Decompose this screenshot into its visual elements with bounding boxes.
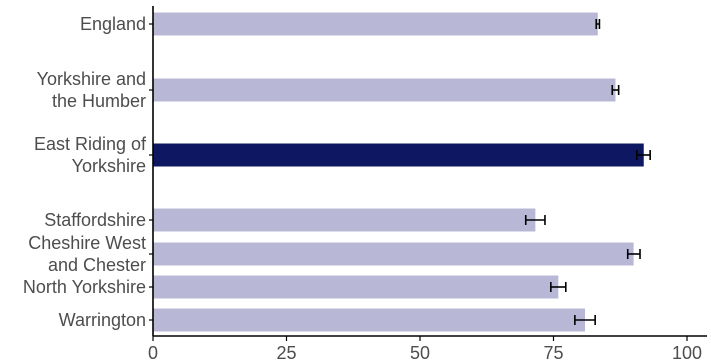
error-bars-group — [524, 19, 651, 325]
category-label: Yorkshire — [72, 156, 146, 176]
category-label: Staffordshire — [44, 210, 146, 230]
x-ticks-group: 0 25 50 75 100 — [148, 336, 702, 362]
bar — [153, 208, 536, 232]
category-label: and Chester — [48, 255, 146, 275]
axes-group — [149, 6, 707, 337]
bar — [153, 78, 616, 102]
category-label: East Riding of — [34, 134, 147, 154]
category-label: England — [80, 14, 146, 34]
category-label: the Humber — [52, 91, 146, 111]
x-tick-label: 50 — [410, 343, 430, 362]
error-bar — [595, 19, 601, 29]
x-tick-label: 75 — [543, 343, 563, 362]
bar — [153, 143, 644, 167]
x-tick-label: 0 — [148, 343, 158, 362]
bar — [153, 12, 598, 36]
error-bar — [574, 315, 596, 325]
error-bar — [550, 282, 567, 292]
bar — [153, 242, 634, 266]
x-tick-label: 100 — [672, 343, 702, 362]
category-label: Warrington — [59, 310, 146, 330]
error-bar — [636, 150, 651, 160]
category-label: Cheshire West — [28, 233, 146, 253]
error-bar — [626, 249, 641, 259]
bar — [153, 308, 586, 332]
category-label: North Yorkshire — [23, 277, 146, 297]
category-label: Yorkshire and — [37, 69, 146, 89]
bar — [153, 275, 559, 299]
error-bar — [524, 215, 546, 225]
x-tick-label: 25 — [276, 343, 296, 362]
error-bar — [611, 85, 620, 95]
bars-group — [153, 12, 644, 332]
